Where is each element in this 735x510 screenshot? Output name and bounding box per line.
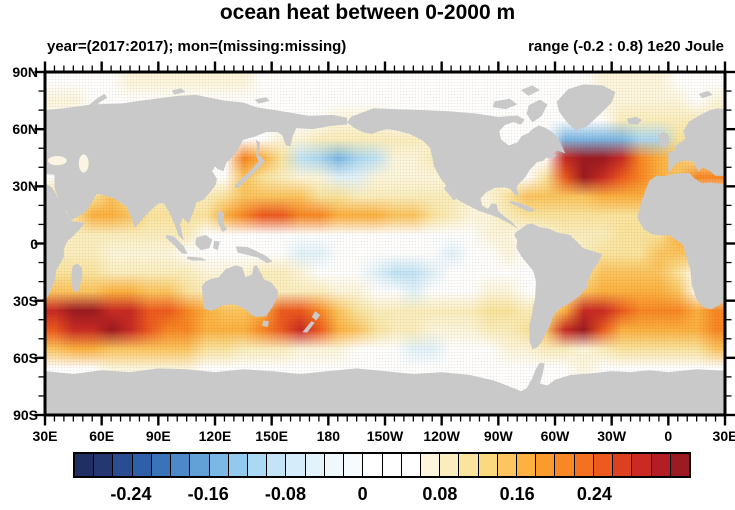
landmass bbox=[637, 172, 725, 310]
colorbar-cell bbox=[535, 454, 555, 476]
colorbar-cell bbox=[381, 454, 401, 476]
x-tick-label: 30W bbox=[597, 428, 627, 444]
landmass bbox=[254, 97, 270, 104]
landmass bbox=[213, 240, 220, 251]
landmass bbox=[668, 108, 725, 176]
landmass bbox=[255, 139, 264, 163]
colorbar-cell bbox=[400, 454, 420, 476]
landmass bbox=[262, 320, 269, 327]
landmass bbox=[556, 84, 616, 131]
land-overlay bbox=[45, 84, 725, 415]
colorbar-cell bbox=[612, 454, 632, 476]
landmass bbox=[657, 132, 670, 148]
y-tick-label: 60S bbox=[13, 349, 38, 366]
x-tick-label: 120E bbox=[198, 428, 232, 444]
colorbar-tick-label: 0.16 bbox=[499, 484, 535, 504]
colorbar-cell bbox=[304, 454, 324, 476]
colorbar-cell bbox=[343, 454, 363, 476]
y-tick-label: 90N bbox=[12, 64, 38, 80]
colorbar-cell bbox=[650, 454, 670, 476]
landmass bbox=[195, 234, 213, 251]
landmass bbox=[165, 234, 188, 254]
colorbar-tick-label: 0.24 bbox=[576, 484, 612, 504]
y-tick-label: 30N bbox=[12, 178, 38, 195]
colorbar-cell bbox=[75, 454, 94, 476]
colorbar-cell bbox=[246, 454, 267, 476]
x-tick-label: 60W bbox=[540, 428, 570, 444]
landmass bbox=[492, 98, 518, 110]
inland-sea bbox=[78, 154, 89, 173]
y-tick-label: 0 bbox=[30, 235, 38, 252]
subtitle-left: year=(2017:2017); mon=(missing:missing) bbox=[47, 38, 347, 55]
colorbar-cell bbox=[573, 454, 593, 476]
landmass bbox=[311, 311, 321, 321]
page-title: ocean heat between 0-2000 m bbox=[219, 1, 516, 24]
colorbar-cell bbox=[170, 454, 190, 476]
x-tick-label: 60E bbox=[89, 428, 115, 444]
landmass bbox=[186, 256, 207, 261]
colorbar-cell bbox=[266, 454, 286, 476]
subtitle-right: range (-0.2 : 0.8) 1e20 Joule bbox=[528, 38, 724, 55]
x-tick-label: 180 bbox=[316, 428, 340, 444]
colorbar-tick-label: -0.24 bbox=[110, 484, 152, 504]
colorbar-cell bbox=[439, 454, 459, 476]
colorbar-cell bbox=[362, 454, 382, 476]
landmass bbox=[71, 263, 83, 293]
colorbar-cell bbox=[631, 454, 651, 476]
landmass bbox=[509, 200, 536, 213]
landmass bbox=[526, 99, 548, 123]
landmass bbox=[514, 223, 603, 350]
colorbar-tick-label: 0.08 bbox=[422, 484, 458, 504]
landmass bbox=[626, 116, 642, 125]
x-tick-label: 150W bbox=[366, 428, 404, 444]
landmass bbox=[45, 94, 348, 241]
landmass bbox=[302, 321, 315, 333]
inland-sea bbox=[47, 156, 67, 166]
colorbar-cell bbox=[592, 454, 613, 476]
x-tick-label: 0 bbox=[664, 428, 673, 444]
landmass bbox=[45, 362, 725, 415]
landmass bbox=[234, 158, 266, 189]
colorbar-cell bbox=[496, 454, 517, 476]
x-tick-label: 90E bbox=[145, 428, 171, 444]
landmass bbox=[216, 210, 228, 233]
colorbar-cell bbox=[285, 454, 305, 476]
colorbar-cell bbox=[189, 454, 209, 476]
landmass bbox=[698, 91, 713, 99]
y-tick-label: 90S bbox=[13, 407, 38, 423]
colorbar-cell bbox=[93, 454, 113, 476]
x-tick-label: 150E bbox=[255, 428, 288, 444]
colorbar-tick-label: -0.16 bbox=[187, 484, 229, 504]
colorbar-cell bbox=[323, 454, 344, 476]
colorbar-cell bbox=[112, 454, 132, 476]
colorbar-cell bbox=[131, 454, 151, 476]
x-tick-label: 90W bbox=[483, 428, 513, 444]
colorbar-cell bbox=[554, 454, 574, 476]
landmass bbox=[235, 246, 273, 264]
landmass bbox=[521, 85, 540, 96]
colorbar bbox=[73, 452, 691, 478]
colorbar-tick-label: -0.08 bbox=[264, 484, 306, 504]
x-tick-label: 30E bbox=[712, 428, 735, 444]
y-tick-label: 30S bbox=[13, 292, 38, 309]
colorbar-cell bbox=[516, 454, 536, 476]
colorbar-tick-label: 0 bbox=[357, 484, 368, 504]
colorbar-cell bbox=[419, 454, 440, 476]
landmass bbox=[201, 265, 278, 317]
landmass bbox=[171, 88, 186, 95]
colorbar-cell bbox=[458, 454, 478, 476]
map-plot bbox=[45, 72, 725, 415]
x-tick-label: 120W bbox=[423, 428, 460, 444]
y-tick-label: 60N bbox=[12, 121, 38, 138]
colorbar-cell bbox=[669, 454, 689, 476]
colorbar-cell bbox=[208, 454, 228, 476]
colorbar-cell bbox=[150, 454, 171, 476]
colorbar-cell bbox=[477, 454, 497, 476]
colorbar-cell bbox=[227, 454, 247, 476]
x-tick-label: 30E bbox=[32, 428, 58, 444]
